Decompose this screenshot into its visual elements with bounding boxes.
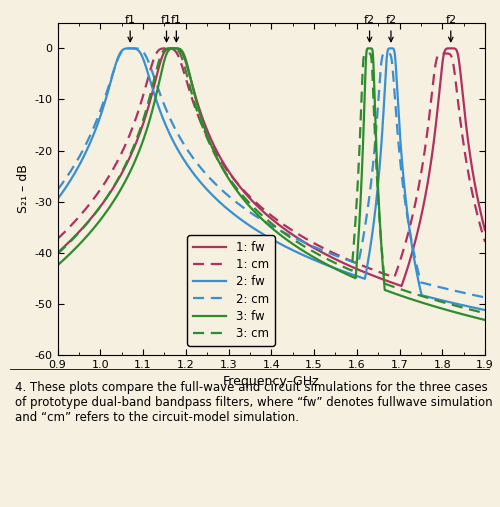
Text: f1: f1 <box>124 15 136 42</box>
Text: f2: f2 <box>386 15 396 42</box>
Text: 4. These plots compare the full-wave and circuit simulations for the three cases: 4. These plots compare the full-wave and… <box>15 381 492 424</box>
Text: f1: f1 <box>171 15 182 42</box>
Text: f2: f2 <box>364 15 375 42</box>
Y-axis label: S₂₁ – dB: S₂₁ – dB <box>18 164 30 213</box>
Text: f2: f2 <box>445 15 456 42</box>
X-axis label: Frequency–GHz: Frequency–GHz <box>223 375 320 388</box>
Text: f1: f1 <box>161 15 172 42</box>
Legend: 1: fw, 1: cm, 2: fw, 2: cm, 3: fw, 3: cm: 1: fw, 1: cm, 2: fw, 2: cm, 3: fw, 3: cm <box>188 235 275 346</box>
